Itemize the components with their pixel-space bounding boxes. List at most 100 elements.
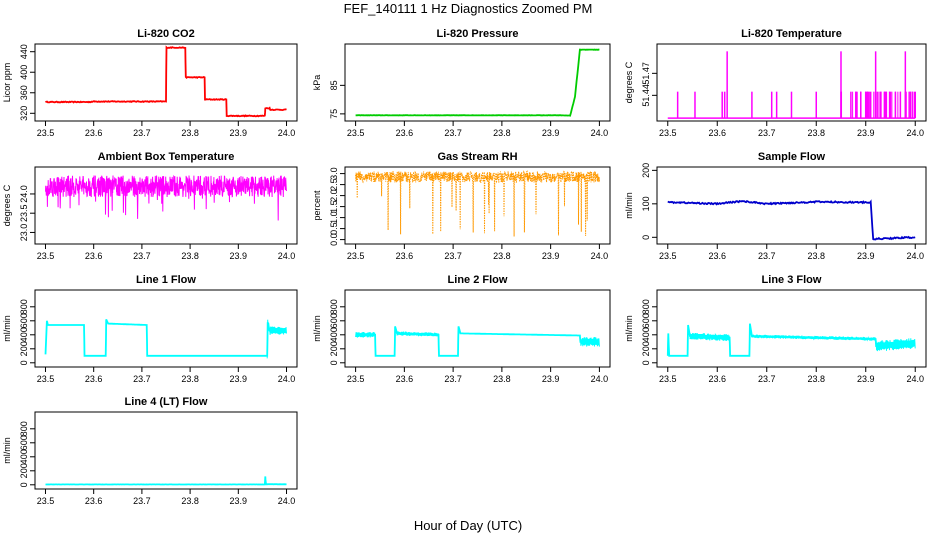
y-tick-label: 3.0 [329, 167, 339, 180]
y-axis-label: degrees C [2, 184, 12, 226]
x-tick-label: 24.0 [591, 128, 609, 138]
x-tick-label: 23.7 [133, 251, 151, 261]
x-tick-label: 24.0 [278, 374, 296, 384]
x-tick-label: 23.5 [659, 251, 677, 261]
x-tick-label: 23.5 [37, 496, 55, 506]
y-tick-label: 0.0 [329, 233, 339, 246]
chart-panel: Line 2 Flow 23.5 23.6 23.7 23.8 23.9 24.0 0 2004… [312, 274, 611, 384]
y-tick-label: 2.0 [329, 189, 339, 202]
chart-panel: Li-820 CO2 23.5 23.6 23.7 23.8 23.9 24.0 320 360… [2, 28, 298, 138]
x-tick-label: 23.5 [347, 128, 365, 138]
y-tick-label: 23.5 [19, 204, 29, 222]
y-tick-label: 0 [641, 235, 651, 240]
plot-frame [656, 289, 927, 368]
x-tick-label: 23.8 [493, 374, 511, 384]
y-tick-label: 1.5 [329, 200, 339, 213]
x-tick-label: 23.7 [133, 496, 151, 506]
x-tick-label: 24.0 [278, 496, 296, 506]
x-tick-label: 24.0 [906, 374, 924, 384]
y-axis-label: ml/min [2, 437, 12, 464]
y-tick-label: 2.5 [329, 178, 339, 191]
chart-panel: Line 4 (LT) Flow 23.5 23.6 23.7 23.8 23.9 24.0… [2, 396, 298, 506]
x-tick-label: 23.6 [85, 374, 103, 384]
x-tick-label: 23.6 [396, 251, 414, 261]
x-tick-label: 23.8 [181, 128, 199, 138]
chart-title: Line 4 (LT) Flow [125, 396, 208, 408]
x-tick-label: 23.9 [857, 128, 875, 138]
y-axis-label: ml/min [2, 315, 12, 342]
y-tick-label: 24.0 [19, 185, 29, 203]
plot-frame [34, 411, 298, 490]
y-tick-label: 320 [19, 106, 29, 121]
x-tick-label: 23.8 [493, 128, 511, 138]
x-tick-label: 23.6 [708, 251, 726, 261]
x-tick-label: 23.9 [230, 496, 248, 506]
y-tick-label: 75 [329, 109, 339, 119]
chart-panel: Ambient Box Temperature 23.5 23.6 23.7 23.8 2… [2, 151, 298, 261]
figure-title: FEF_140111 1 Hz Diagnostics Zoomed PM [343, 1, 593, 16]
y-axis-label: percent [312, 190, 322, 221]
chart-panel: Line 1 Flow 23.5 23.6 23.7 23.8 23.9 24.0 0 2004… [2, 274, 298, 384]
y-tick-label: 400 [641, 327, 651, 342]
y-tick-label: 800 [329, 299, 339, 314]
x-tick-label: 23.8 [181, 374, 199, 384]
series-line [44, 319, 287, 357]
x-tick-label: 24.0 [906, 251, 924, 261]
chart-panel: Sample Flow 23.5 23.6 23.7 23.8 23.9 24.0 0 100 2… [624, 151, 927, 261]
x-tick-label: 23.6 [85, 496, 103, 506]
y-axis-label: ml/min [624, 315, 634, 342]
series-noise-band [751, 334, 877, 342]
y-axis-label: degrees C [624, 61, 634, 103]
figure-x-axis-label: Hour of Day (UTC) [413, 518, 523, 533]
x-tick-label: 23.7 [758, 128, 776, 138]
y-tick-label: 360 [19, 85, 29, 100]
x-tick-label: 23.5 [347, 251, 365, 261]
y-tick-label: 0.5 [329, 222, 339, 235]
y-tick-label: 600 [329, 313, 339, 328]
y-tick-label: 200 [641, 341, 651, 356]
series-noise-band [355, 331, 376, 338]
chart-title: Line 2 Flow [448, 274, 508, 286]
x-tick-label: 23.5 [659, 128, 677, 138]
x-tick-label: 23.9 [857, 251, 875, 261]
series-noise-band [689, 333, 731, 341]
x-tick-label: 23.6 [85, 128, 103, 138]
x-tick-label: 23.6 [708, 374, 726, 384]
y-tick-label: 1.0 [329, 211, 339, 224]
x-tick-label: 23.7 [758, 251, 776, 261]
x-tick-label: 23.8 [181, 251, 199, 261]
series-noise-band [875, 338, 916, 352]
chart-panel: Li-820 Pressure 23.5 23.6 23.7 23.8 23.9 24.0 7… [312, 28, 611, 138]
x-tick-label: 24.0 [278, 251, 296, 261]
plot-frame [656, 166, 927, 245]
y-tick-label: 23.0 [19, 224, 29, 242]
x-tick-label: 23.7 [444, 128, 462, 138]
y-tick-label: 0 [19, 360, 29, 365]
y-tick-label: 51.47 [641, 62, 651, 85]
x-tick-label: 23.8 [493, 251, 511, 261]
x-tick-label: 24.0 [906, 128, 924, 138]
x-tick-label: 23.6 [85, 251, 103, 261]
x-tick-label: 23.9 [230, 374, 248, 384]
x-tick-label: 23.5 [347, 374, 365, 384]
x-tick-label: 23.9 [230, 128, 248, 138]
y-tick-label: 800 [641, 299, 651, 314]
x-tick-label: 23.8 [807, 374, 825, 384]
x-tick-label: 23.6 [396, 374, 414, 384]
x-tick-label: 23.7 [444, 251, 462, 261]
x-tick-label: 23.9 [857, 374, 875, 384]
x-tick-label: 23.9 [542, 374, 560, 384]
y-tick-label: 600 [19, 435, 29, 450]
x-tick-label: 23.8 [807, 128, 825, 138]
y-axis-label: Licor ppm [2, 63, 12, 103]
y-tick-label: 400 [329, 327, 339, 342]
x-tick-label: 23.9 [230, 251, 248, 261]
y-tick-label: 200 [19, 341, 29, 356]
y-tick-label: 600 [19, 313, 29, 328]
x-tick-label: 23.8 [181, 496, 199, 506]
y-tick-label: 400 [19, 449, 29, 464]
x-tick-label: 23.5 [659, 374, 677, 384]
series-line [45, 476, 287, 486]
chart-title: Li-820 Temperature [741, 28, 842, 40]
series-line [667, 199, 916, 241]
